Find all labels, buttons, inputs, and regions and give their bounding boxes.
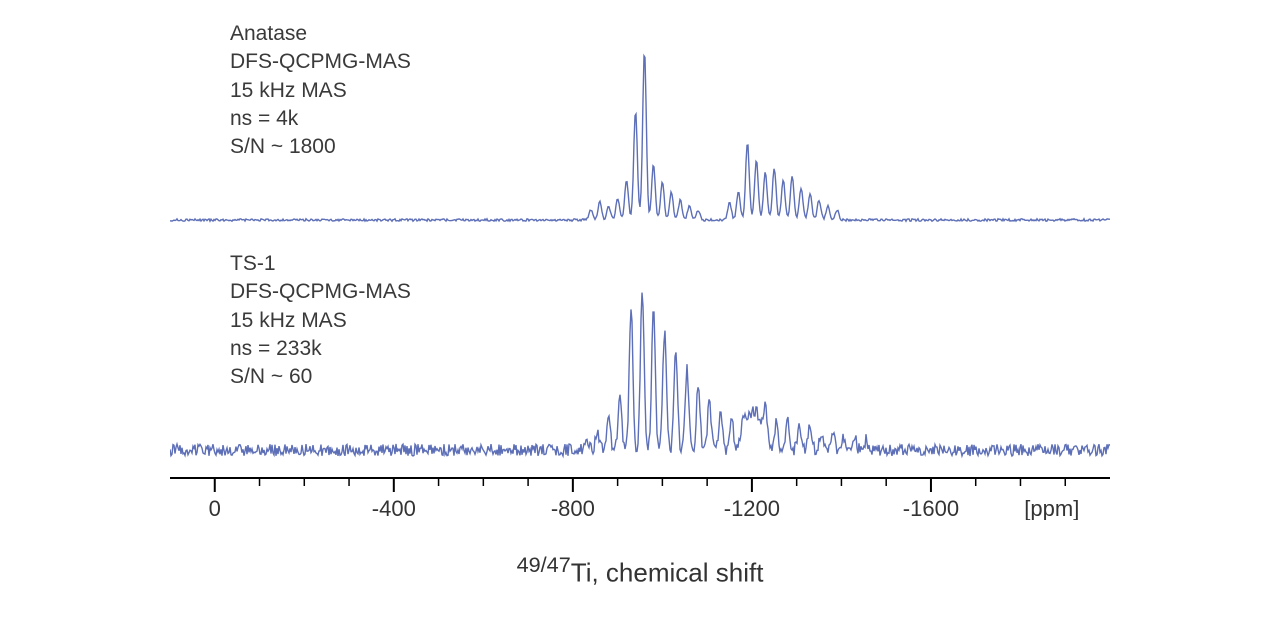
label-line: S/N ~ 1800: [230, 133, 411, 161]
nmr-figure: 0 -400 -800 -1200 -1600 [ppm] Anatase DFS-QCP…: [170, 20, 1110, 580]
label-line: S/N ~ 60: [230, 363, 411, 391]
label-line: TS-1: [230, 250, 411, 278]
label-line: Anatase: [230, 20, 411, 48]
x-tick-label: -1600: [903, 496, 959, 520]
label-line: ns = 233k: [230, 335, 411, 363]
x-unit-label: [ppm]: [1024, 496, 1079, 520]
x-tick-label: 0: [209, 496, 221, 520]
label-line: ns = 4k: [230, 105, 411, 133]
x-tick-label: -1200: [724, 496, 780, 520]
panel-label-ts1: TS-1 DFS-QCPMG-MAS 15 kHz MAS ns = 233k …: [230, 250, 411, 392]
x-axis-title: 49/47Ti, chemical shift: [170, 552, 1110, 589]
x-tick-label: -400: [372, 496, 416, 520]
panel-label-anatase: Anatase DFS-QCPMG-MAS 15 kHz MAS ns = 4k…: [230, 20, 411, 162]
x-tick-label: -800: [551, 496, 595, 520]
label-line: 15 kHz MAS: [230, 307, 411, 335]
label-line: 15 kHz MAS: [230, 77, 411, 105]
label-line: DFS-QCPMG-MAS: [230, 48, 411, 76]
label-line: DFS-QCPMG-MAS: [230, 278, 411, 306]
